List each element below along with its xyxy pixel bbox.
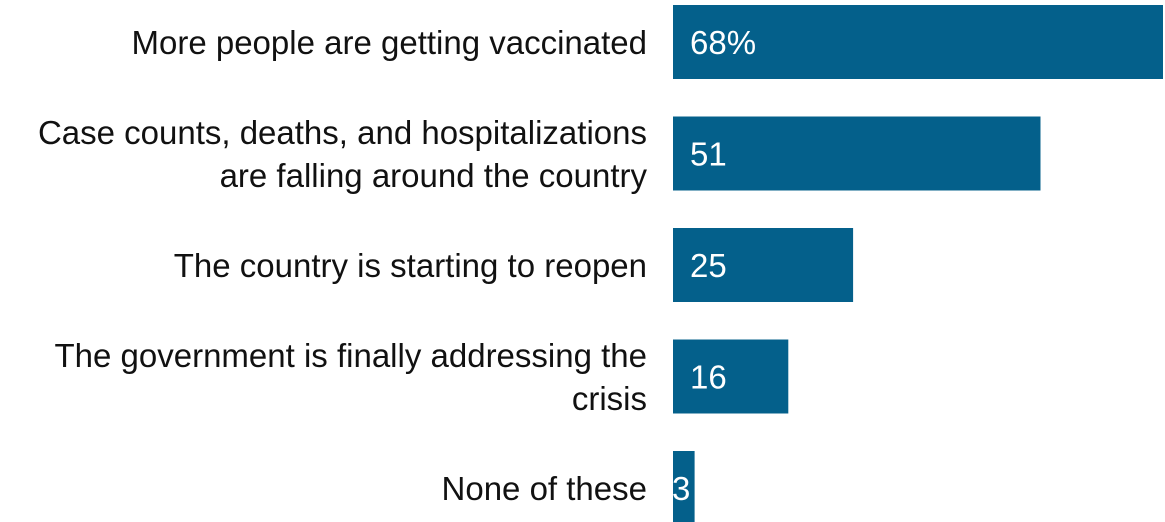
bar-value-label-0: 68% bbox=[690, 24, 756, 61]
bar-value-label-2: 25 bbox=[690, 247, 727, 284]
category-label-0-line-0: More people are getting vaccinated bbox=[132, 24, 648, 61]
bar-value-label-1: 51 bbox=[690, 136, 727, 173]
category-label-1-line-1: are falling around the country bbox=[220, 157, 648, 194]
category-label-2-line-0: The country is starting to reopen bbox=[174, 247, 647, 284]
bar-value-label-3: 16 bbox=[690, 359, 727, 396]
bar-3 bbox=[673, 339, 789, 414]
bar-1 bbox=[673, 116, 1041, 191]
bar-0 bbox=[673, 5, 1163, 79]
category-label-4-line-0: None of these bbox=[442, 470, 647, 507]
bar-2 bbox=[673, 228, 854, 302]
bar-value-label-4: 3 bbox=[672, 470, 690, 507]
category-label-3-line-1: crisis bbox=[572, 380, 647, 417]
category-label-1-line-0: Case counts, deaths, and hospitalization… bbox=[38, 114, 647, 151]
bar-4 bbox=[673, 451, 695, 522]
category-label-3-line-0: The government is finally addressing the bbox=[55, 337, 648, 374]
